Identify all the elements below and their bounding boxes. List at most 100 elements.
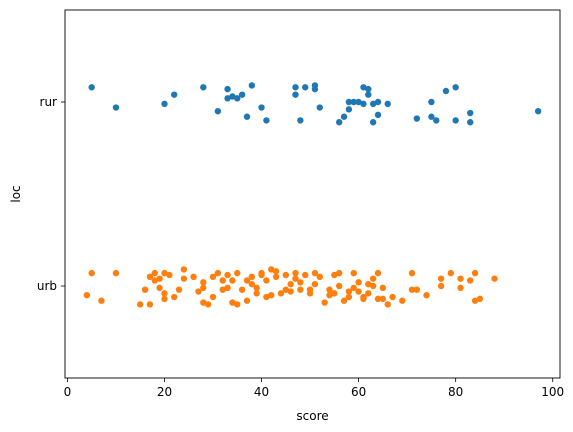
point-rur-40 xyxy=(433,117,440,124)
points-layer xyxy=(83,82,542,308)
point-urb-100 xyxy=(447,269,455,277)
point-rur-41 xyxy=(442,87,450,95)
point-urb-37 xyxy=(238,286,246,293)
point-urb-99 xyxy=(437,275,445,282)
point-rur-35 xyxy=(374,111,382,119)
point-urb-78 xyxy=(350,269,357,277)
point-urb-45 xyxy=(258,269,265,277)
point-urb-105 xyxy=(471,269,479,277)
point-rur-42 xyxy=(452,117,459,124)
point-urb-12 xyxy=(161,269,168,277)
point-urb-36 xyxy=(234,269,241,277)
point-urb-53 xyxy=(282,286,290,293)
point-rur-43 xyxy=(452,84,459,91)
x-tick-label-40: 40 xyxy=(254,385,269,399)
point-urb-74 xyxy=(340,297,348,304)
point-urb-11 xyxy=(156,284,163,292)
point-urb-57 xyxy=(292,269,299,277)
point-rur-32 xyxy=(369,119,377,126)
point-urb-95 xyxy=(408,286,416,293)
point-urb-21 xyxy=(195,288,202,295)
point-rur-17 xyxy=(297,117,304,124)
point-rur-44 xyxy=(467,119,474,126)
point-rur-3 xyxy=(170,91,178,98)
point-rur-37 xyxy=(413,115,421,122)
point-urb-64 xyxy=(311,280,319,288)
point-urb-88 xyxy=(374,269,382,277)
point-urb-38 xyxy=(243,297,251,304)
point-urb-30 xyxy=(219,277,226,284)
point-urb-101 xyxy=(457,275,464,282)
point-urb-51 xyxy=(272,273,280,280)
point-urb-66 xyxy=(316,273,323,280)
point-rur-21 xyxy=(316,104,323,111)
point-rur-25 xyxy=(345,98,353,106)
point-urb-58 xyxy=(292,275,299,282)
point-urb-32 xyxy=(224,271,231,279)
point-urb-0 xyxy=(83,292,91,299)
point-urb-65 xyxy=(311,269,319,277)
point-urb-46 xyxy=(263,277,270,284)
point-rur-39 xyxy=(428,98,435,106)
point-rur-13 xyxy=(258,104,265,111)
point-urb-43 xyxy=(253,284,260,292)
point-urb-102 xyxy=(457,284,464,292)
point-urb-27 xyxy=(209,273,217,280)
point-urb-52 xyxy=(277,290,285,297)
x-axis: 0 20 40 60 80 100 xyxy=(64,378,564,399)
point-rur-24 xyxy=(345,106,353,113)
point-urb-76 xyxy=(345,288,353,295)
point-urb-71 xyxy=(331,290,338,297)
point-rur-12 xyxy=(248,82,256,89)
point-urb-107 xyxy=(491,275,498,282)
point-rur-15 xyxy=(292,91,299,98)
y-tick-label-urb: urb xyxy=(37,279,57,293)
point-urb-15 xyxy=(166,271,173,279)
point-urb-89 xyxy=(379,284,387,292)
point-urb-82 xyxy=(360,293,367,301)
point-rur-29 xyxy=(360,84,367,91)
point-rur-46 xyxy=(534,108,542,115)
point-urb-59 xyxy=(297,279,304,286)
point-urb-87 xyxy=(374,295,382,303)
point-rur-36 xyxy=(384,100,391,108)
point-rur-9 xyxy=(234,95,241,102)
y-axis-label: loc xyxy=(9,185,23,202)
point-urb-63 xyxy=(306,286,314,293)
point-urb-55 xyxy=(287,280,294,288)
point-urb-50 xyxy=(272,268,280,275)
point-rur-31 xyxy=(365,85,372,93)
point-urb-22 xyxy=(200,279,207,286)
point-rur-45 xyxy=(467,109,474,117)
point-urb-75 xyxy=(345,293,353,301)
point-urb-1 xyxy=(88,269,95,277)
point-urb-9 xyxy=(151,269,158,277)
x-tick-label-100: 100 xyxy=(541,385,564,399)
point-urb-41 xyxy=(248,273,256,280)
point-urb-106 xyxy=(476,295,484,303)
point-rur-27 xyxy=(355,98,362,106)
point-urb-10 xyxy=(156,275,163,282)
point-rur-23 xyxy=(340,113,348,120)
y-axis: rur urb xyxy=(37,95,65,293)
plot-area-frame xyxy=(64,9,561,379)
point-urb-42 xyxy=(253,290,260,297)
point-rur-28 xyxy=(360,100,367,108)
point-urb-26 xyxy=(209,293,217,301)
point-rur-7 xyxy=(224,95,231,102)
point-urb-19 xyxy=(180,266,188,273)
point-urb-2 xyxy=(98,297,105,304)
point-rur-8 xyxy=(229,93,236,100)
point-urb-40 xyxy=(248,280,256,288)
point-rur-4 xyxy=(200,84,207,91)
point-urb-18 xyxy=(180,275,188,282)
x-tick-label-60: 60 xyxy=(351,385,366,399)
y-tick-label-rur: rur xyxy=(40,95,58,109)
point-urb-35 xyxy=(234,301,241,308)
point-rur-34 xyxy=(374,98,382,106)
point-rur-30 xyxy=(365,91,372,98)
point-urb-23 xyxy=(200,284,207,292)
point-urb-73 xyxy=(335,269,343,277)
point-urb-86 xyxy=(369,282,377,290)
point-urb-20 xyxy=(190,273,197,280)
